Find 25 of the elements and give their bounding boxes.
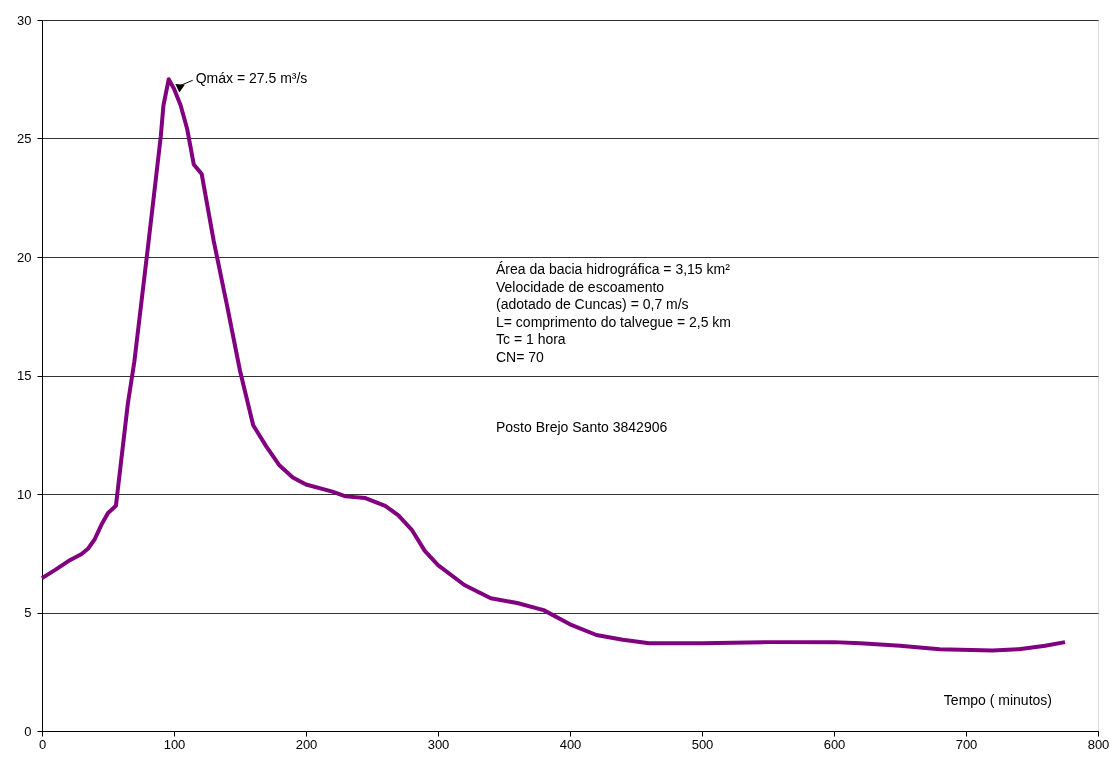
y-tick-label: 30	[17, 12, 32, 28]
x-axis-title: Tempo ( minutos)	[943, 692, 1052, 708]
x-tick-label: 100	[163, 736, 186, 752]
y-tick-label: 0	[24, 723, 32, 739]
annotation: Área da bacia hidrográfica = 3,15 km²	[496, 261, 731, 277]
x-tick-label: 200	[295, 736, 318, 752]
annotation: Qmáx = 27.5 m³/s	[195, 70, 308, 87]
x-tick-label: 400	[559, 736, 582, 752]
x-tick-label: 0	[38, 736, 47, 752]
y-tick-label: 10	[17, 486, 32, 502]
y-tick-label: 25	[17, 131, 32, 146]
annotation: Posto Brejo Santo 3842906	[496, 418, 668, 435]
annotation: (adotado de Cuncas) = 0,7 m/s	[496, 296, 689, 312]
annotation: Tc = 1 hora	[496, 331, 566, 347]
x-tick-label: 500	[691, 736, 714, 752]
y-tick-label: 5	[24, 605, 32, 620]
x-tick-label: 600	[823, 736, 846, 752]
annotation: L= comprimento do talvegue = 2,5 km	[496, 313, 732, 330]
x-tick-label: 800	[1087, 736, 1110, 752]
annotation: Velocidade de escoamento	[496, 278, 665, 295]
x-tick-label: 700	[955, 736, 978, 752]
annotation: CN= 70	[496, 348, 545, 365]
y-tick-label: 20	[17, 249, 32, 265]
x-tick-label: 300	[427, 736, 450, 752]
y-tick-label: 15	[17, 368, 32, 383]
